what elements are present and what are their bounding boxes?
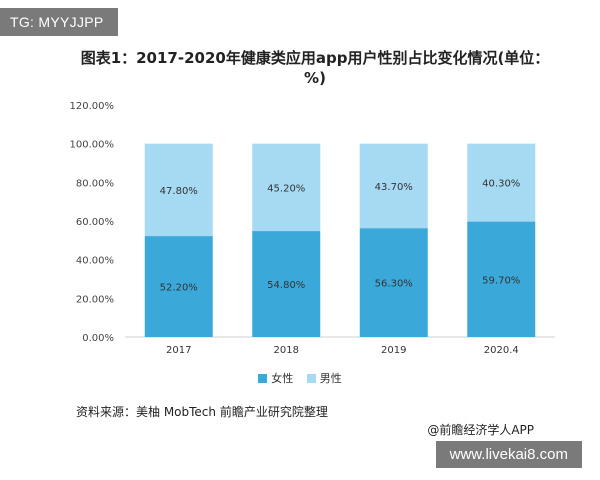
bar-segment-female — [359, 228, 428, 337]
legend-item-male: 男性 — [306, 370, 342, 386]
bar-segment-male — [252, 143, 321, 232]
x-tick-label: 2019 — [381, 345, 406, 356]
bar-data-label: 52.20% — [160, 283, 198, 294]
legend-label-male: 男性 — [319, 372, 342, 385]
legend-swatch-female — [258, 374, 268, 383]
bar-segment-male — [359, 143, 428, 229]
bar-data-label: 45.20% — [267, 183, 305, 194]
bar-segment-female — [252, 231, 321, 337]
y-tick-label: 40.00% — [76, 256, 114, 267]
publisher-credit: @前瞻经济学人APP — [427, 423, 534, 437]
legend-item-female: 女性 — [258, 370, 293, 386]
bar-data-label: 56.30% — [375, 279, 413, 290]
y-tick-label: 120.00% — [70, 101, 115, 112]
site-watermark-badge: www.livekai8.com — [435, 441, 582, 468]
data-source-note: 资料来源：美柚 MobTech 前瞻产业研究院整理 — [76, 405, 328, 419]
bar-data-label: 47.80% — [160, 186, 198, 197]
source-tag-badge: TG: MYYJJPP — [0, 8, 118, 36]
bar-data-label: 43.70% — [375, 182, 413, 193]
chart-title: 图表1：2017-2020年健康类应用app用户性别占比变化情况(单位：%) — [80, 49, 550, 87]
bar-data-label: 40.30% — [482, 179, 520, 190]
bar-data-label: 54.80% — [267, 280, 305, 291]
y-tick-label: 20.00% — [76, 294, 114, 305]
chart-legend: 女性 男性 — [0, 370, 600, 386]
bar-segment-female — [467, 221, 536, 337]
bar-data-label: 59.70% — [482, 275, 520, 286]
bar-segment-female — [144, 236, 213, 337]
legend-swatch-male — [306, 374, 316, 383]
legend-label-female: 女性 — [271, 372, 294, 385]
x-tick-label: 2018 — [274, 345, 299, 356]
y-tick-label: 100.00% — [70, 140, 115, 151]
y-tick-label: 0.00% — [82, 333, 114, 344]
x-tick-label: 2020.4 — [484, 345, 519, 356]
bar-segment-male — [144, 143, 213, 237]
bar-segment-male — [467, 143, 536, 222]
x-tick-label: 2017 — [166, 345, 191, 356]
y-tick-label: 60.00% — [76, 217, 114, 228]
y-tick-label: 80.00% — [76, 178, 114, 189]
